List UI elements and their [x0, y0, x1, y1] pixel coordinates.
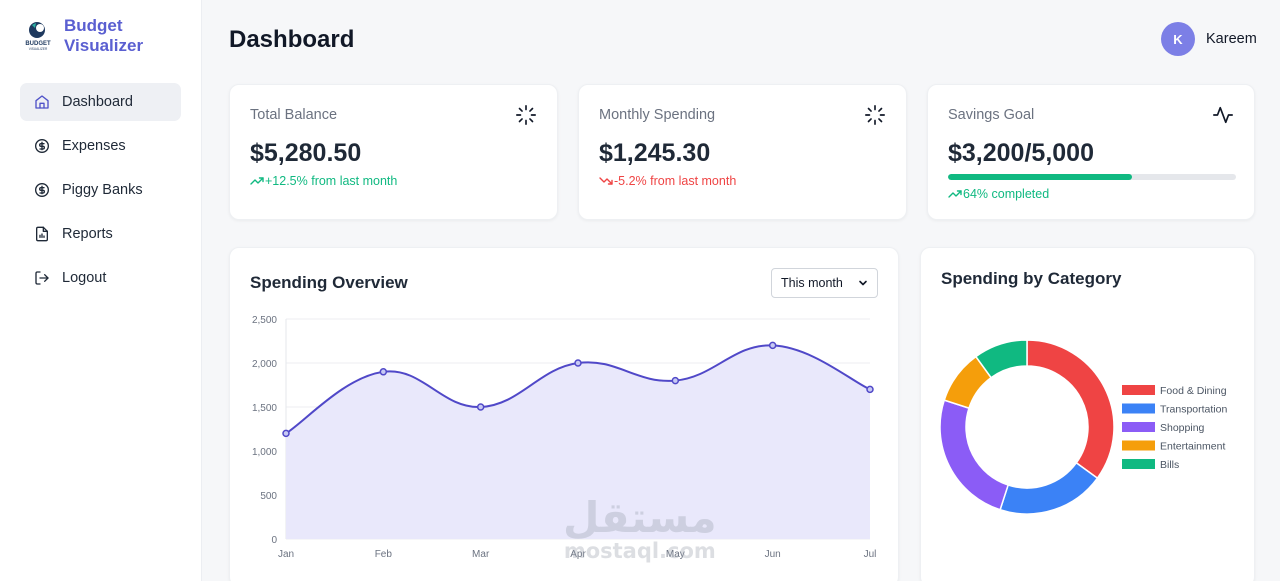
- trending-down-icon: [599, 177, 613, 185]
- x-tick-label: Jun: [765, 549, 781, 560]
- dollar-circle-icon: [35, 139, 49, 153]
- stat-value: $5,280.50: [250, 139, 362, 167]
- legend-label: Transportation: [1160, 404, 1227, 416]
- activity-icon: [1213, 106, 1233, 124]
- stat-trend-text: 64% completed: [963, 187, 1050, 201]
- stat-trend-text: +12.5% from last month: [265, 174, 398, 188]
- data-point[interactable]: [768, 341, 777, 350]
- donut-slice[interactable]: [974, 339, 1028, 379]
- home-icon: [35, 95, 49, 109]
- data-point[interactable]: [282, 429, 290, 438]
- panel-title: Spending Overview: [250, 273, 408, 292]
- stat-trend: 64% completed: [948, 187, 1049, 201]
- period-select-value: This month: [781, 276, 843, 290]
- sidebar: BUDGET VISUALIZER Budget Visualizer Dash…: [0, 0, 202, 581]
- data-point[interactable]: [574, 359, 582, 367]
- brand-name: Budget Visualizer: [64, 16, 143, 56]
- legend-swatch: [1122, 403, 1155, 414]
- savings-progress-bar: [948, 174, 1236, 180]
- dollar-circle-icon: [35, 183, 49, 197]
- loader-icon: [516, 105, 536, 125]
- sidebar-item-logout[interactable]: Logout: [20, 259, 181, 297]
- x-tick-label: Feb: [375, 549, 393, 560]
- donut-slice[interactable]: [999, 461, 1099, 515]
- stat-trend-text: -5.2% from last month: [614, 174, 737, 188]
- x-tick-label: Apr: [570, 549, 586, 560]
- x-tick-label: Jul: [864, 549, 877, 560]
- trending-up-icon: [948, 190, 962, 198]
- trending-up-icon: [250, 177, 264, 185]
- sidebar-item-expenses[interactable]: Expenses: [20, 127, 181, 165]
- sidebar-item-piggy-banks[interactable]: Piggy Banks: [20, 171, 181, 209]
- y-tick-label: 1,500: [252, 403, 277, 414]
- sidebar-item-label: Expenses: [62, 138, 126, 154]
- period-select[interactable]: This month: [771, 268, 878, 298]
- donut-slice[interactable]: [1026, 339, 1115, 480]
- sidebar-nav: Dashboard Expenses Piggy Banks Reports L…: [20, 83, 181, 303]
- stat-trend: -5.2% from last month: [599, 174, 736, 188]
- brand-name-line1: Budget: [64, 16, 123, 35]
- report-file-icon: [36, 226, 48, 242]
- stat-label: Savings Goal: [948, 107, 1035, 123]
- savings-goal-card: Savings Goal $3,200/5,000 64% completed: [927, 84, 1255, 220]
- sidebar-item-label: Reports: [62, 226, 113, 242]
- legend-label: Bills: [1160, 459, 1179, 471]
- data-point[interactable]: [379, 368, 388, 376]
- data-point[interactable]: [476, 403, 485, 411]
- sidebar-item-label: Dashboard: [62, 94, 133, 110]
- logout-icon: [35, 271, 49, 285]
- loader-icon: [865, 105, 885, 125]
- legend-label: Entertainment: [1160, 441, 1225, 453]
- x-tick-label: Mar: [472, 549, 490, 560]
- brand-name-line2: Visualizer: [64, 36, 144, 55]
- spending-by-category-chart: Food & Dining Transportation Shopping Enter…: [939, 339, 1227, 515]
- logo-subtext: VISUALIZER: [29, 47, 48, 51]
- chevron-down-icon: [859, 280, 867, 286]
- stat-trend: +12.5% from last month: [250, 174, 397, 188]
- panel-title: Spending by Category: [941, 269, 1122, 288]
- stat-value: $1,245.30: [599, 139, 711, 167]
- budget-logo-icon: BUDGET VISUALIZER: [25, 22, 51, 51]
- page-title: Dashboard: [229, 26, 355, 53]
- monthly-spending-card: Monthly Spending $1,245.30 -5.2% from la…: [578, 84, 907, 220]
- x-tick-label: May: [666, 549, 685, 560]
- legend-label: Shopping: [1160, 422, 1205, 434]
- logo-text: BUDGET: [25, 41, 51, 47]
- legend-swatch: [1122, 459, 1155, 469]
- sidebar-item-label: Logout: [62, 270, 107, 286]
- avatar[interactable]: K: [1161, 22, 1195, 56]
- stat-label: Total Balance: [250, 107, 338, 123]
- stat-label: Monthly Spending: [599, 107, 716, 123]
- legend-swatch: [1122, 422, 1155, 432]
- area-fill: [286, 345, 870, 539]
- y-tick-label: 2,500: [252, 315, 277, 326]
- data-point[interactable]: [866, 385, 874, 394]
- y-tick-label: 0: [271, 535, 277, 546]
- legend-label: Food & Dining: [1160, 385, 1227, 397]
- sidebar-item-label: Piggy Banks: [62, 182, 143, 198]
- stat-value: $3,200/5,000: [948, 139, 1094, 167]
- user-menu[interactable]: K Kareem: [1161, 22, 1257, 56]
- data-point[interactable]: [671, 376, 680, 385]
- legend-swatch: [1122, 385, 1155, 395]
- y-tick-label: 1,000: [252, 447, 277, 458]
- donut-slice[interactable]: [939, 399, 1010, 511]
- spending-overview-chart: 0 500 1,000 1,500 2,000 2,500 Jan Feb Mar Apr May J…: [252, 315, 877, 560]
- sidebar-item-reports[interactable]: Reports: [20, 215, 181, 253]
- x-tick-label: Jan: [278, 549, 294, 560]
- y-tick-label: 500: [260, 491, 277, 502]
- legend-swatch: [1122, 440, 1155, 451]
- savings-progress-fill: [948, 174, 1133, 180]
- sidebar-item-dashboard[interactable]: Dashboard: [20, 83, 181, 121]
- y-tick-label: 2,000: [252, 359, 277, 370]
- user-name: Kareem: [1206, 31, 1257, 47]
- total-balance-card: Total Balance $5,280.50 +12.5% from last…: [229, 84, 558, 220]
- brand[interactable]: BUDGET VISUALIZER Budget Visualizer: [22, 16, 143, 56]
